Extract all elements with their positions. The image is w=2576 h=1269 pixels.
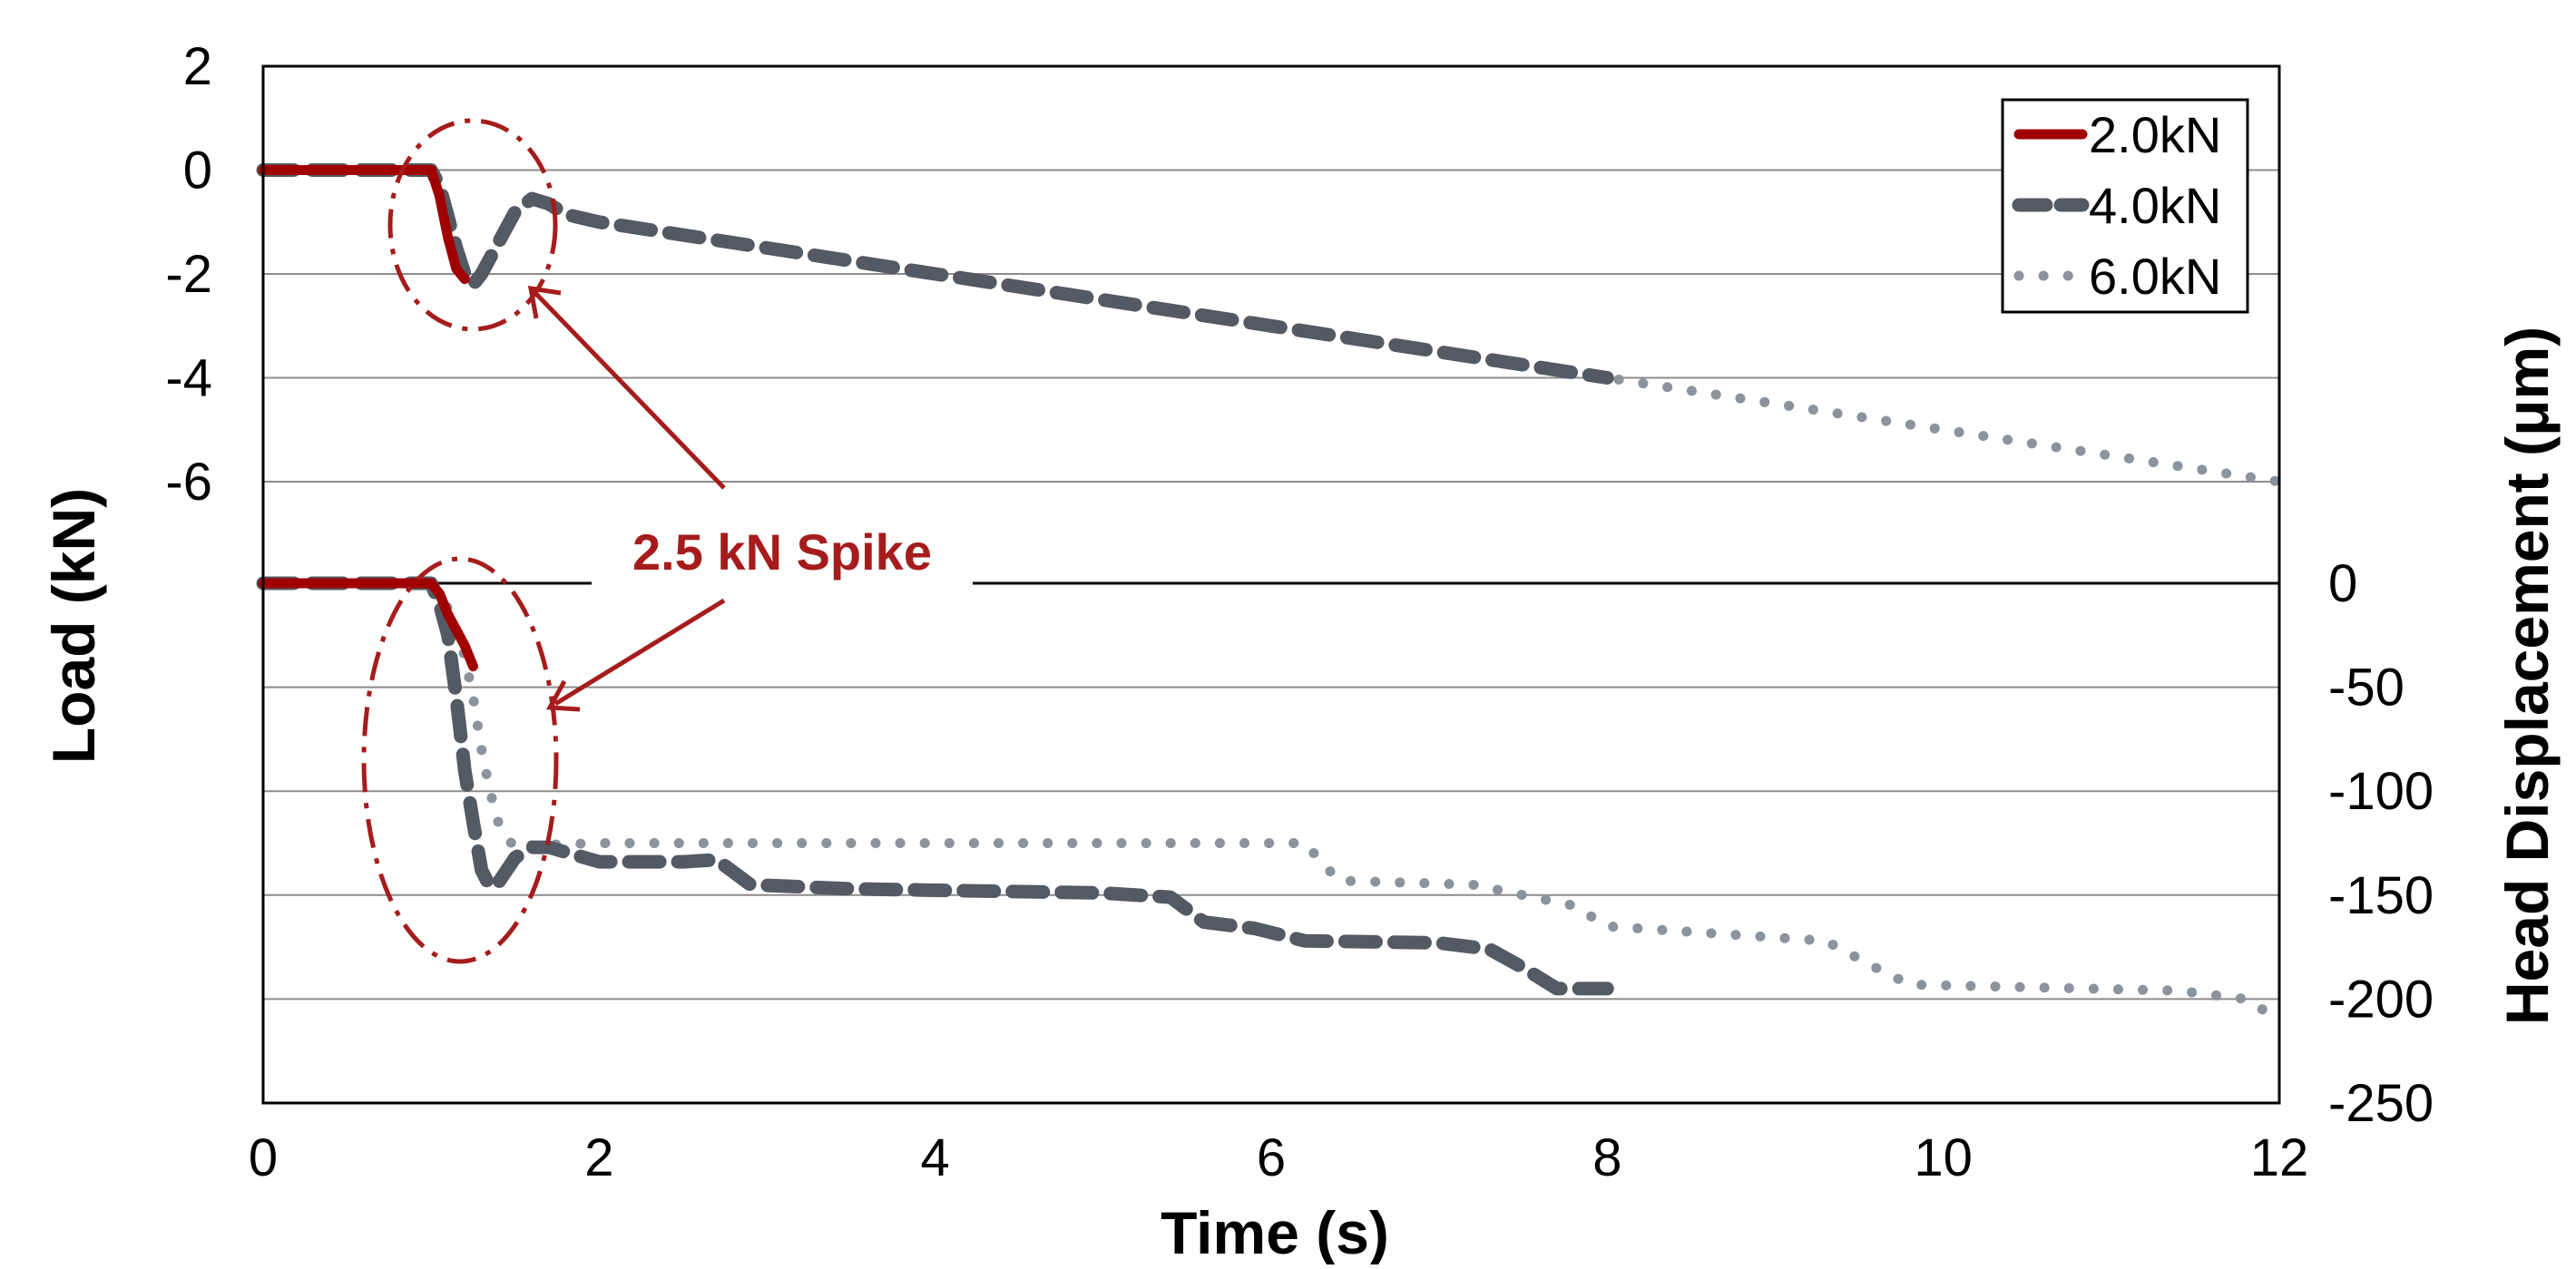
y2-tick-label-displacement: 0 [2328,554,2357,613]
y-tick-label-load: -2 [165,245,212,304]
plot-area-border [261,64,2281,1105]
x-axis-title: Time (s) [1161,1199,1389,1264]
y2-tick-label-displacement: -50 [2328,659,2405,717]
x-tick-label: 10 [1914,1128,1973,1187]
y2-tick-label-displacement: -100 [2328,762,2434,821]
y2-tick-label-displacement: -200 [2328,970,2434,1029]
annotation-arrow-upper [534,291,726,490]
annotation-arrow-lower [553,598,726,707]
legend-label-4-0kn: 4.0kN [2089,177,2221,234]
y2-tick-label-displacement: -250 [2328,1074,2434,1133]
spike-circle-load [387,118,558,332]
spike-annotation: 2.5 kN Spike [361,118,973,964]
annotation-arrowhead-upper [527,286,562,319]
y2-axis-title: Head Displacement (μm) [2493,327,2561,1025]
y2-tick-label-displacement: -150 [2328,866,2434,925]
legend-label-6-0kn: 6.0kN [2089,248,2221,305]
series-line-2-0kn-displacement [258,578,478,672]
y-tick-label-load: 0 [183,142,212,200]
y-tick-label-load: 2 [183,37,212,96]
series-lines [256,163,2285,1025]
x-tick-label: 6 [1257,1128,1286,1187]
plot-frame [261,64,2281,1105]
y-tick-label-load: -6 [165,453,212,512]
annotation-label: 2.5 kN Spike [632,523,932,581]
annotation-label-background [592,508,973,599]
annotation-arrowhead-lower [545,679,581,712]
x-tick-label: 2 [584,1128,613,1187]
spike-circle-displacement [361,556,559,964]
x-tick-label: 8 [1592,1128,1621,1187]
x-tick-label: 12 [2250,1128,2309,1187]
tick-labels: 0 2 4 6 8 10 12 2 0 -2 -4 -6 0 -50 -100 -150 -200 -250 [165,37,2434,1187]
x-tick-label: 4 [921,1128,950,1187]
y-tick-label-load: -4 [165,349,212,408]
y-axis-title: Load (kN) [40,488,107,764]
legend: 2.0kN 4.0kN 6.0kN [2001,98,2249,314]
x-tick-label: 0 [249,1128,278,1187]
series-line-4-0kn-displacement [256,576,1614,996]
legend-label-2-0kn: 2.0kN [2089,106,2221,163]
series-line-2-0kn-load [258,165,470,285]
